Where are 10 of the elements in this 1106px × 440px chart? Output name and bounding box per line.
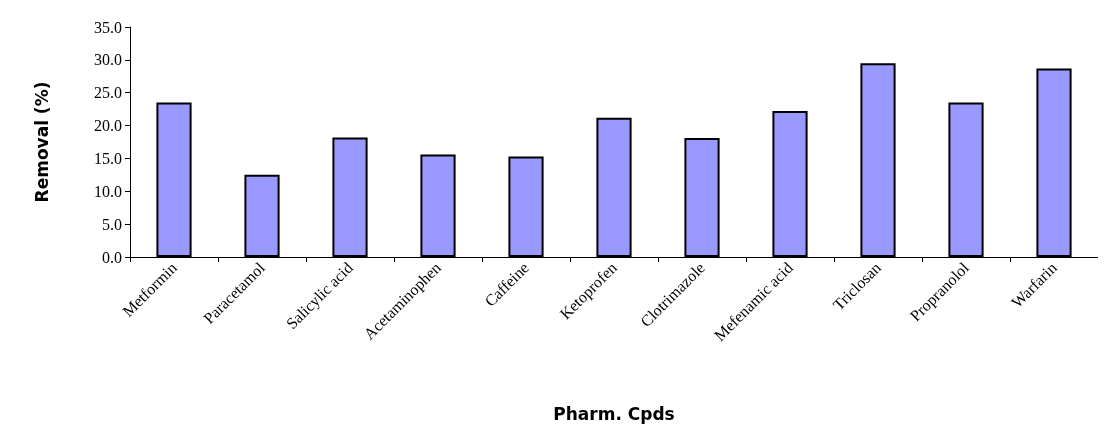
y-tick-label: 15.0: [94, 149, 122, 167]
y-tick-label: 0.0: [102, 248, 122, 266]
y-axis-title: Removal (%): [31, 81, 52, 203]
y-tick-label: 30.0: [94, 51, 122, 69]
y-tick-label: 10.0: [94, 182, 122, 200]
x-axis-title: Pharm. Cpds: [553, 403, 675, 424]
y-tick-label: 25.0: [94, 84, 122, 102]
y-tick-label: 20.0: [94, 117, 122, 135]
y-tick-label: 35.0: [94, 18, 122, 36]
y-tick-label: 5.0: [102, 215, 122, 233]
